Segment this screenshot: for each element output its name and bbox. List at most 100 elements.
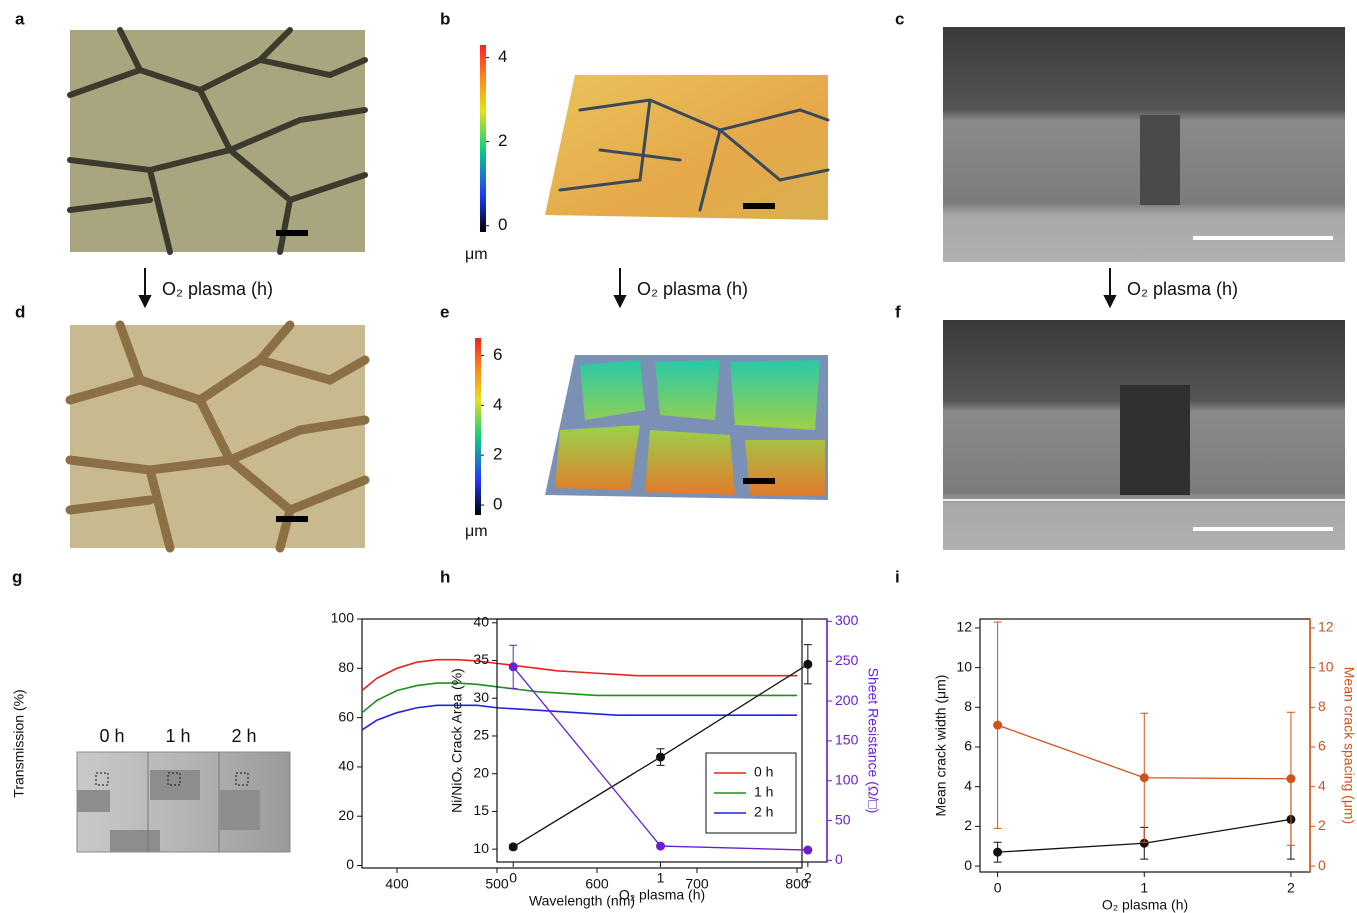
x-tick-label: 0 bbox=[994, 880, 1002, 896]
marker bbox=[803, 846, 812, 855]
colorbar-unit: μm bbox=[465, 246, 488, 263]
y-tick-label: 2 bbox=[964, 817, 972, 833]
y-tick-label: 25 bbox=[473, 727, 489, 743]
y2-tick-label: 250 bbox=[835, 652, 859, 668]
series-line bbox=[362, 660, 797, 691]
optical-image-d bbox=[70, 325, 365, 548]
arrow-label: O₂ plasma (h) bbox=[1127, 279, 1238, 299]
y2-axis-label: Sheet Resistance (Ω/□) bbox=[865, 668, 881, 814]
y-axis-label: Mean crack width (μm) bbox=[933, 675, 949, 817]
x-tick-label: 0 bbox=[509, 870, 517, 886]
panel-letter: f bbox=[895, 302, 901, 321]
y-tick-label: 100 bbox=[331, 610, 355, 626]
x-tick-label: 500 bbox=[485, 876, 509, 892]
y-tick-label: 6 bbox=[964, 738, 972, 754]
colorbar-tick-label: 0 bbox=[493, 495, 502, 514]
inset-photo bbox=[77, 752, 290, 852]
marker bbox=[803, 660, 812, 669]
y2-tick-label: 0 bbox=[1318, 857, 1326, 873]
y-tick-label: 60 bbox=[338, 708, 354, 724]
figure: O₂ plasma (h) O₂ plasma (h) O₂ plasma (h… bbox=[0, 0, 1357, 913]
y2-tick-label: 12 bbox=[1318, 619, 1334, 635]
y2-tick-label: 150 bbox=[835, 732, 859, 748]
y-tick-label: 0 bbox=[964, 857, 972, 873]
series-line bbox=[362, 683, 797, 713]
y2-tick-label: 8 bbox=[1318, 698, 1326, 714]
plot-frame bbox=[980, 619, 1310, 872]
y-tick-label: 40 bbox=[473, 613, 489, 629]
marker bbox=[1140, 773, 1149, 782]
series-line bbox=[362, 705, 797, 730]
height-map-b bbox=[545, 75, 828, 220]
inset-label: 1 h bbox=[165, 726, 190, 746]
height-map-e bbox=[545, 355, 828, 500]
optical-image-a bbox=[70, 30, 365, 252]
x-tick-label: 2 bbox=[1287, 880, 1295, 896]
y-axis-label: Ni/NiOₓ Crack Area (%) bbox=[449, 668, 465, 813]
y-tick-label: 12 bbox=[956, 619, 972, 635]
x-tick-label: 400 bbox=[385, 876, 409, 892]
legend-label: 0 h bbox=[754, 764, 773, 780]
panel-letter: d bbox=[15, 302, 25, 321]
colorbar bbox=[475, 338, 481, 515]
y2-tick-label: 6 bbox=[1318, 738, 1326, 754]
y2-tick-label: 50 bbox=[835, 811, 851, 827]
y2-tick-label: 100 bbox=[835, 771, 859, 787]
y2-tick-label: 10 bbox=[1318, 658, 1334, 674]
colorbar-tick-label: 6 bbox=[493, 345, 502, 364]
y-tick-label: 4 bbox=[964, 777, 972, 793]
y-tick-label: 80 bbox=[338, 659, 354, 675]
arrow-label: O₂ plasma (h) bbox=[637, 279, 748, 299]
legend-label: 2 h bbox=[754, 804, 773, 820]
panel-letter: h bbox=[440, 567, 450, 586]
y2-tick-label: 2 bbox=[1318, 817, 1326, 833]
panel-letter: b bbox=[440, 9, 450, 28]
panel-letter: c bbox=[895, 9, 904, 28]
arrow-label: O₂ plasma (h) bbox=[162, 279, 273, 299]
y-tick-label: 10 bbox=[473, 840, 489, 856]
panel-letter: i bbox=[895, 567, 900, 586]
y-tick-label: 35 bbox=[473, 651, 489, 667]
x-tick-label: 600 bbox=[585, 876, 609, 892]
y-tick-label: 20 bbox=[473, 764, 489, 780]
colorbar-tick-label: 4 bbox=[493, 395, 502, 414]
y-tick-label: 8 bbox=[964, 698, 972, 714]
sem-image-f bbox=[943, 320, 1345, 550]
marker bbox=[993, 848, 1002, 857]
y-tick-label: 0 bbox=[346, 856, 354, 872]
colorbar-tick-label: 4 bbox=[498, 47, 507, 66]
inset-label: 0 h bbox=[99, 726, 124, 746]
y2-tick-label: 300 bbox=[835, 612, 859, 628]
colorbar-tick-label: 0 bbox=[498, 215, 507, 234]
y-tick-label: 30 bbox=[473, 689, 489, 705]
colorbar-tick-label: 2 bbox=[493, 445, 502, 464]
y-axis-label: Transmission (%) bbox=[11, 689, 27, 797]
marker bbox=[509, 662, 518, 671]
y2-tick-label: 0 bbox=[835, 851, 843, 867]
x-tick-label: 1 bbox=[1140, 880, 1148, 896]
colorbar-unit: μm bbox=[465, 523, 488, 540]
marker bbox=[656, 753, 665, 762]
x-tick-label: 1 bbox=[657, 870, 665, 886]
panel-letter: a bbox=[15, 9, 25, 28]
y2-axis-label: Mean crack spacing (μm) bbox=[1341, 667, 1357, 824]
colorbar-tick-label: 2 bbox=[498, 131, 507, 150]
y-tick-label: 15 bbox=[473, 802, 489, 818]
sem-image-c bbox=[943, 27, 1345, 262]
marker bbox=[1286, 774, 1295, 783]
y-tick-label: 10 bbox=[956, 658, 972, 674]
x-tick-label: 2 bbox=[804, 870, 812, 886]
panel-letter: g bbox=[12, 567, 22, 586]
colorbar bbox=[480, 45, 486, 232]
x-axis-label: O₂ plasma (h) bbox=[619, 887, 705, 903]
inset-label: 2 h bbox=[231, 726, 256, 746]
panel-letter: e bbox=[440, 302, 449, 321]
marker bbox=[993, 721, 1002, 730]
arrows bbox=[140, 268, 1115, 306]
legend-label: 1 h bbox=[754, 784, 773, 800]
y-tick-label: 20 bbox=[338, 807, 354, 823]
x-axis-label: O₂ plasma (h) bbox=[1102, 897, 1188, 913]
y2-tick-label: 200 bbox=[835, 692, 859, 708]
y-tick-label: 40 bbox=[338, 758, 354, 774]
marker bbox=[656, 842, 665, 851]
